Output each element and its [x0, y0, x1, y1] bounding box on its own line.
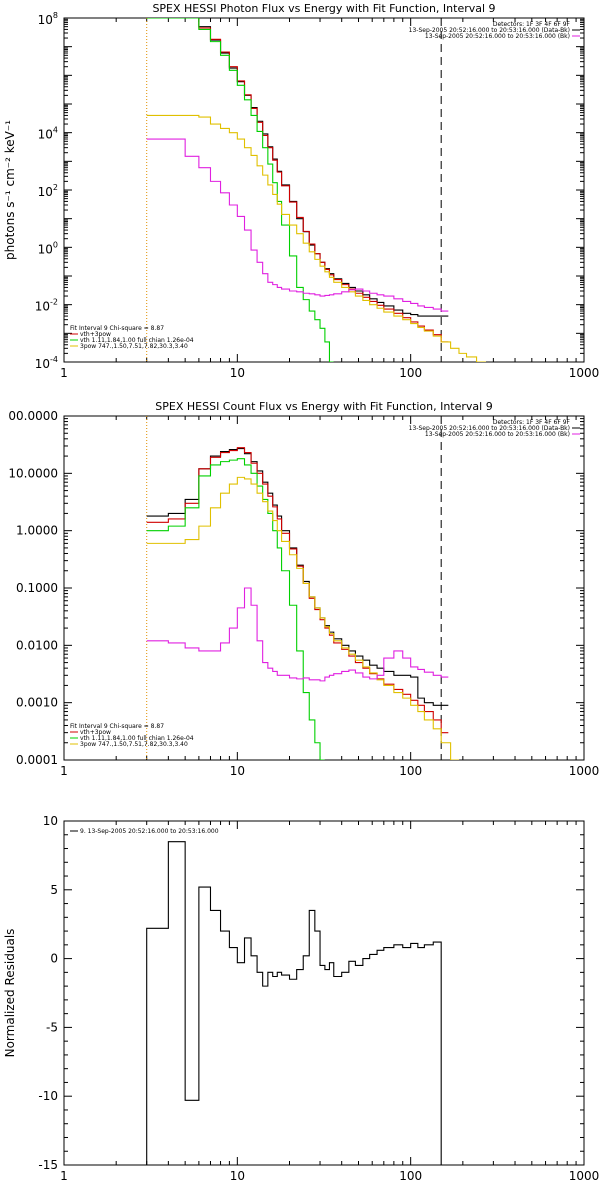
series-line-4 — [146, 476, 460, 760]
y-axis-label: Normalized Residuals — [3, 929, 17, 1058]
series-group — [146, 18, 486, 362]
y-axis-label: photons s⁻¹ cm⁻² keV⁻¹ — [3, 120, 17, 260]
series-line-5 — [146, 587, 449, 682]
y-tick-exponent: 0 — [53, 240, 58, 249]
plot-frame — [63, 820, 585, 1166]
header-text: Detectors: 1F 3F 4F 6F 9F — [493, 419, 571, 426]
y-tick-label: 0 — [50, 952, 58, 966]
chart-panel-1: SPEX HESSI Photon Flux vs Energy with Fi… — [3, 2, 599, 380]
x-tick-label: 1 — [60, 366, 68, 380]
x-tick-label: 10 — [230, 764, 245, 778]
legend-entry: Fit Interval 9 Chi-square = 8.87 — [70, 723, 164, 730]
y-tick-base: 10 — [35, 357, 50, 371]
y-tick-base: 10 — [38, 242, 53, 256]
x-tick-label: 1000 — [569, 1169, 600, 1183]
x-tick-label: 1 — [60, 764, 68, 778]
y-tick-label: 10.0000 — [8, 466, 58, 480]
y-tick-label: 10-4 — [35, 355, 58, 371]
legend-entry: 3pow 747.,1.50,7.51,7.82,30.3,3.40 — [80, 343, 188, 350]
y-tick-label: 104 — [38, 126, 58, 142]
x-tick-label: 100 — [399, 764, 422, 778]
series-line-1 — [198, 18, 449, 317]
x-tick-label: 1000 — [569, 764, 600, 778]
y-tick-label: -5 — [46, 1020, 58, 1034]
x-tick-label: 1 — [60, 1169, 68, 1183]
chart-panel-2: SPEX HESSI Count Flux vs Energy with Fit… — [8, 400, 599, 778]
y-tick-label: 108 — [38, 11, 58, 27]
y-tick-base: 10 — [38, 185, 53, 199]
series-group — [146, 841, 442, 1165]
series-line-5 — [146, 138, 449, 312]
chart-title: SPEX HESSI Photon Flux vs Energy with Fi… — [152, 2, 495, 15]
y-tick-label: 10-2 — [35, 298, 58, 314]
x-tick-label: 100 — [399, 366, 422, 380]
header-text: 13-Sep-2005 20:52:16.000 to 20:53:16.000… — [409, 425, 570, 432]
series-line-1 — [146, 841, 442, 1165]
series-line-4 — [146, 114, 486, 362]
series-line-3 — [146, 458, 325, 760]
header-text: Detectors: 1F 3F 4F 6F 9F — [493, 21, 571, 28]
legend-entry: 3pow 747.,1.50,7.51,7.82,30.3,3.40 — [80, 741, 188, 748]
y-tick-label: 10 — [43, 814, 58, 828]
chart-title: SPEX HESSI Count Flux vs Energy with Fit… — [155, 400, 492, 413]
y-tick-exponent: 4 — [53, 126, 58, 135]
x-tick-label: 100 — [399, 1169, 422, 1183]
y-tick-exponent: -2 — [50, 298, 58, 307]
legend-entry: vth 1.11,1.84,1.00 full chian 1.26e-04 — [80, 337, 194, 344]
y-tick-base: 10 — [38, 128, 53, 142]
series-line-2 — [146, 18, 449, 343]
series-line-3 — [146, 18, 334, 362]
y-tick-label: 00.0000 — [8, 409, 58, 423]
y-tick-base: 10 — [35, 300, 50, 314]
y-tick-exponent: 2 — [53, 183, 58, 192]
x-tick-label: 10 — [230, 1169, 245, 1183]
legend-entry: vth+3pow — [80, 331, 111, 338]
y-tick-label: 5 — [50, 883, 58, 897]
plot-frame — [63, 415, 585, 761]
legend-entry: 9. 13-Sep-2005 20:52:16.000 to 20:53:16.… — [80, 828, 219, 835]
legend-entry: vth 1.11,1.84,1.00 full chian 1.26e-04 — [80, 735, 194, 742]
series-line-1 — [146, 448, 449, 706]
header-text: 13-Sep-2005 20:52:16.000 to 20:53:16.000… — [425, 431, 570, 438]
y-tick-label: 0.0100 — [16, 638, 58, 652]
chart-panel-3: 1 10 100 1000 10 5 0 -5 -10 -15 Normalized Residua… — [3, 814, 599, 1183]
y-tick-label: 0.1000 — [16, 581, 58, 595]
y-tick-label: 0.0010 — [16, 696, 58, 710]
y-tick-label: 100 — [38, 240, 58, 256]
y-tick-label: 1.0000 — [16, 524, 58, 538]
series-line-2 — [146, 447, 449, 734]
legend-entry: Fit Interval 9 Chi-square = 8.87 — [70, 325, 164, 332]
y-tick-label: 0.0001 — [16, 753, 58, 767]
header-text: 13-Sep-2005 20:52:16.000 to 20:53:16.000… — [425, 33, 570, 40]
x-tick-label: 1000 — [569, 366, 600, 380]
x-tick-label: 10 — [230, 366, 245, 380]
plot-frame — [63, 17, 585, 363]
y-tick-exponent: -4 — [50, 355, 58, 364]
y-tick-label: 102 — [38, 183, 58, 199]
legend-entry: vth+3pow — [80, 729, 111, 736]
y-tick-exponent: 8 — [53, 11, 58, 20]
header-text: 13-Sep-2005 20:52:16.000 to 20:53:16.000… — [409, 27, 570, 34]
series-group — [146, 447, 460, 760]
y-tick-base: 10 — [38, 13, 53, 27]
y-tick-label: -10 — [38, 1089, 58, 1103]
y-tick-label: -15 — [38, 1158, 58, 1172]
